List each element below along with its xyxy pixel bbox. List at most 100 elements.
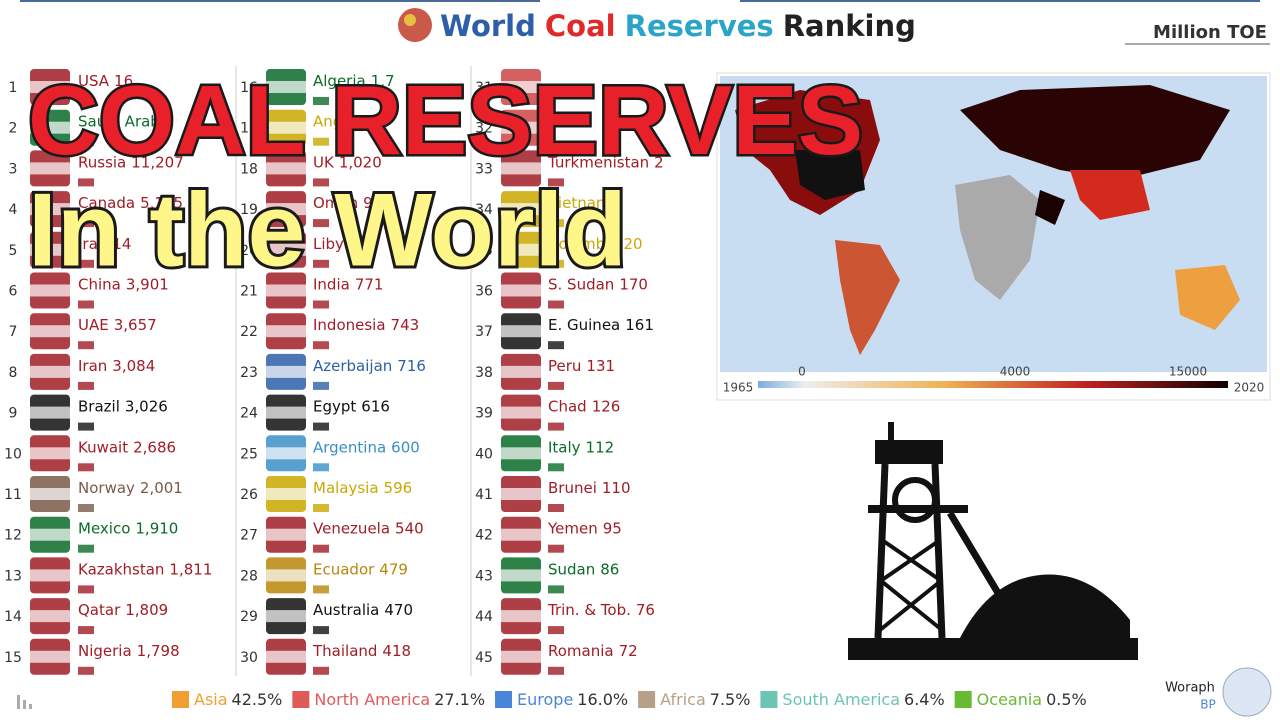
rank: 44	[475, 609, 493, 625]
title: World Coal Reserves Ranking	[440, 9, 916, 43]
country-name: Algeria	[313, 72, 366, 90]
bar	[548, 422, 564, 431]
country-name: Angola	[313, 112, 365, 130]
country: Saudi Arabia	[78, 112, 173, 130]
bar	[548, 259, 564, 268]
bar	[548, 504, 564, 512]
flag-band	[30, 528, 70, 541]
flag-band	[30, 569, 70, 582]
country: Peru 131	[548, 356, 615, 374]
rank: 27	[240, 528, 258, 544]
credit-source: BP	[1200, 698, 1215, 712]
rank: 4	[9, 202, 18, 218]
flag-band	[266, 243, 306, 256]
country: India 771	[313, 275, 383, 293]
country-value: 951	[363, 194, 392, 212]
rank: 17	[240, 121, 258, 137]
flag-band	[501, 650, 541, 663]
bar	[548, 544, 564, 553]
flag-band	[266, 284, 306, 297]
country-value: 7	[358, 234, 368, 252]
country-name: Kuwait	[78, 438, 128, 456]
country-value: 1,798	[137, 641, 180, 659]
rank: 2	[9, 121, 18, 137]
title-word: Ranking	[783, 9, 916, 43]
legend-value: 16.0%	[577, 690, 628, 709]
rank: 42	[475, 528, 493, 544]
country-name: Nigeria	[78, 641, 132, 659]
bar	[78, 300, 94, 309]
flag-band	[30, 284, 70, 297]
bar	[78, 219, 94, 228]
country-name: Trin. & Tob.	[547, 601, 631, 619]
country: Iraq 14	[78, 234, 131, 252]
legend-entry: Oceania 0.5%	[977, 690, 1087, 709]
bar	[313, 137, 329, 146]
bar	[313, 178, 329, 187]
country-value: 14	[112, 234, 131, 252]
legend-swatch	[292, 691, 310, 708]
bar	[548, 585, 564, 594]
country: Russia 11,207	[78, 153, 184, 171]
bar	[78, 137, 94, 146]
country: Thailand 418	[312, 641, 411, 659]
flag-band	[266, 81, 306, 93]
rank: 34	[475, 202, 493, 218]
country-value: 76	[636, 601, 655, 619]
country-name: E. Guinea	[548, 316, 620, 334]
land	[955, 175, 1040, 300]
legend-label: North America	[314, 690, 430, 709]
rank: 8	[9, 365, 18, 381]
rank: 23	[240, 365, 258, 381]
country-value: 3,026	[125, 397, 168, 415]
rank: 30	[240, 650, 258, 666]
stats-icon	[23, 700, 26, 709]
overlay-line1: COAL RESERVES	[28, 65, 863, 175]
country-name: Venezuela	[313, 519, 390, 537]
country: Azerbaijan 716	[313, 356, 426, 374]
country-name: Indonesia	[313, 316, 386, 334]
country: Argentina 600	[313, 438, 420, 456]
bar	[313, 504, 329, 512]
country-value: 600	[391, 438, 420, 456]
country-value: 1,7	[371, 72, 395, 90]
country: Canada 5,135	[78, 194, 183, 212]
country-value: 161	[625, 316, 654, 334]
flag-band	[30, 81, 70, 93]
country-name: Thailand	[312, 641, 377, 659]
flag-band	[501, 325, 541, 338]
rank: 3	[9, 161, 18, 177]
country-value: 16	[114, 72, 133, 90]
country-name: Norway	[78, 479, 135, 497]
country-value: 170	[619, 275, 648, 293]
legend-label: South America	[782, 690, 900, 709]
bar	[78, 178, 94, 187]
bar	[78, 504, 94, 512]
country-value: 596	[384, 479, 413, 497]
rank: 13	[4, 568, 22, 584]
bar	[78, 544, 94, 553]
country-name: Romania	[548, 641, 614, 659]
legend-label: Asia	[194, 690, 228, 709]
legend-entry: Africa 7.5%	[660, 690, 750, 709]
rank: 45	[475, 650, 493, 666]
rank: 41	[475, 487, 493, 503]
country-value: 2,001	[140, 479, 183, 497]
rank: 12	[4, 528, 22, 544]
country-value: 112	[586, 438, 615, 456]
bar	[548, 626, 564, 635]
country: Australia 470	[313, 601, 413, 619]
flag-band	[30, 121, 70, 134]
country-value: 95	[603, 519, 622, 537]
country-name: India	[313, 275, 350, 293]
legend-value: 0.5%	[1046, 690, 1087, 709]
flag-band	[30, 243, 70, 256]
country: Iran 3,084	[78, 356, 155, 374]
country-name: Colombia	[548, 234, 619, 252]
title-word: Coal	[545, 9, 616, 43]
country: Brazil 3,026	[78, 397, 168, 415]
scale-label: 15000	[1169, 365, 1207, 379]
country-name: Saudi Arabia	[78, 112, 173, 130]
rank: 38	[475, 365, 493, 381]
bar	[78, 259, 94, 268]
